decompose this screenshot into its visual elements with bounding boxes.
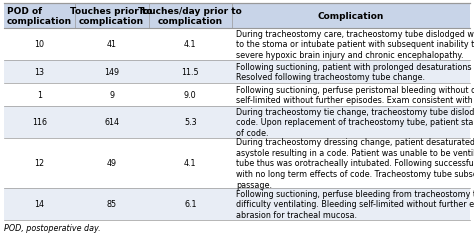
Text: 13: 13 — [35, 68, 45, 77]
Text: During tracheostomy care, tracheostomy tube dislodged with inability to replace : During tracheostomy care, tracheostomy t… — [236, 29, 474, 60]
Text: 6.1: 6.1 — [184, 200, 197, 208]
Text: 4.1: 4.1 — [184, 159, 197, 168]
Text: 149: 149 — [104, 68, 119, 77]
Text: Touches/day prior to
complication: Touches/day prior to complication — [138, 7, 242, 26]
Text: Following suctioning, patient with prolonged desaturations and difficulty ventil: Following suctioning, patient with prolo… — [236, 62, 474, 82]
Bar — [4, 29, 470, 61]
Text: 14: 14 — [35, 200, 45, 208]
Text: 4.1: 4.1 — [184, 40, 197, 49]
Bar — [4, 138, 470, 188]
Bar — [4, 84, 470, 107]
Text: POD of
complication: POD of complication — [7, 7, 72, 26]
Text: 5.3: 5.3 — [184, 118, 197, 127]
Text: Complication: Complication — [318, 12, 384, 21]
Text: During tracheostomy tie change, tracheostomy tube dislodged from stoma resulting: During tracheostomy tie change, tracheos… — [236, 107, 474, 138]
Text: 10: 10 — [35, 40, 45, 49]
Bar — [4, 61, 470, 84]
Text: Touches prior to
complication: Touches prior to complication — [71, 7, 153, 26]
Text: Following suctioning, perfuse peristomal bleeding without changes in ventilation: Following suctioning, perfuse peristomal… — [236, 85, 474, 105]
Text: POD, postoperative day.: POD, postoperative day. — [4, 223, 100, 232]
Text: 116: 116 — [32, 118, 47, 127]
Text: 11.5: 11.5 — [182, 68, 199, 77]
Bar — [4, 4, 470, 29]
Text: 9.0: 9.0 — [184, 90, 197, 100]
Text: During tracheostomy dressing change, patient desaturated with bradycardia and su: During tracheostomy dressing change, pat… — [236, 137, 474, 189]
Text: 12: 12 — [34, 159, 45, 168]
Text: 614: 614 — [104, 118, 119, 127]
Text: 49: 49 — [107, 159, 117, 168]
Text: 1: 1 — [37, 90, 42, 100]
Bar — [4, 107, 470, 138]
Text: 9: 9 — [109, 90, 114, 100]
Bar — [4, 188, 470, 220]
Text: Following suctioning, perfuse bleeding from tracheostomy tube lumen with clots a: Following suctioning, perfuse bleeding f… — [236, 189, 474, 219]
Text: 41: 41 — [107, 40, 117, 49]
Text: 85: 85 — [107, 200, 117, 208]
